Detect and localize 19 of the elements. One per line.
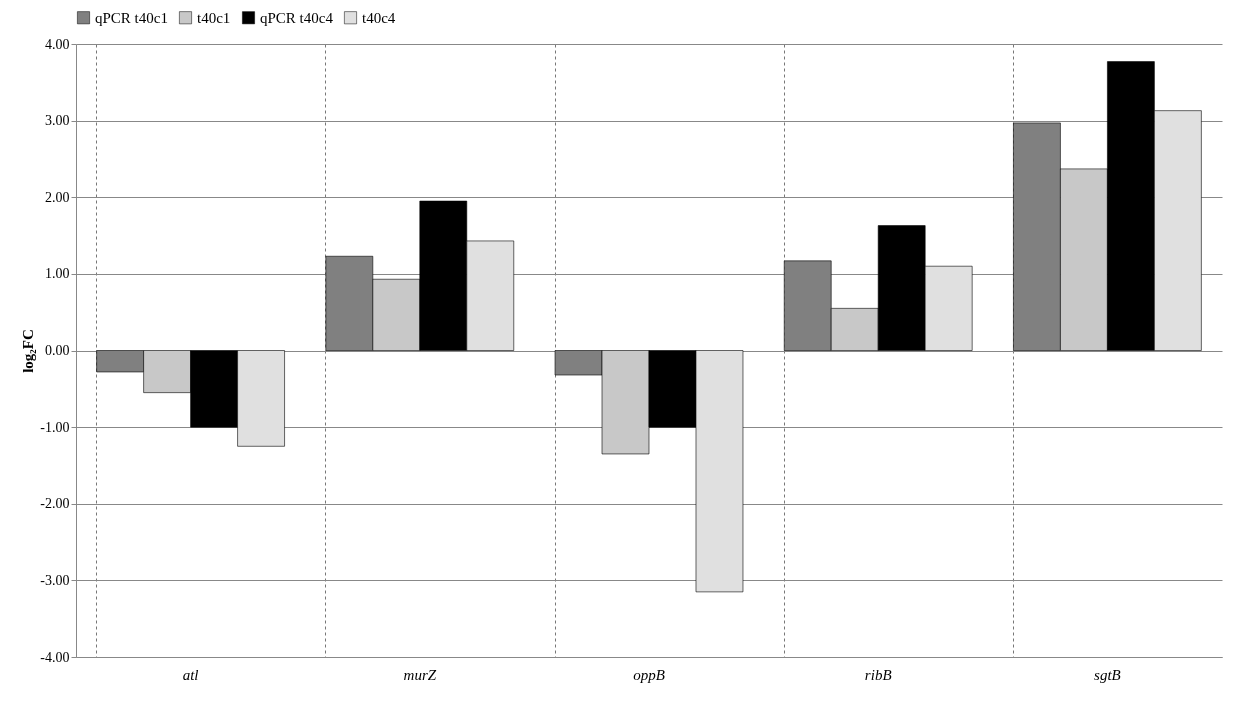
y-tick-label: -2.00 [40, 496, 70, 512]
y-tick-label: -1.00 [40, 419, 70, 435]
y-tick-label: 2.00 [45, 189, 70, 205]
y-axis-title: log₂FC [20, 329, 37, 373]
x-tick-label: sgtB [1094, 666, 1121, 683]
y-tick-label: 3.00 [45, 113, 70, 129]
x-tick-label: oppB [633, 666, 665, 683]
legend-label: qPCR t40c1 [95, 9, 168, 26]
legend-label: t40c4 [362, 9, 396, 26]
legend-label: t40c1 [197, 9, 231, 26]
x-tick-label: atl [182, 666, 199, 683]
x-tick-label: ribB [864, 666, 892, 683]
y-tick-label: -3.00 [40, 572, 70, 588]
y-tick-label: 4.00 [45, 36, 70, 52]
y-tick-label: -4.00 [40, 649, 70, 665]
x-tick-label: murZ [403, 666, 437, 683]
y-tick-label: 1.00 [45, 266, 70, 282]
y-tick-label: 0.00 [45, 343, 70, 358]
legend-label: qPCR t40c4 [260, 9, 334, 26]
